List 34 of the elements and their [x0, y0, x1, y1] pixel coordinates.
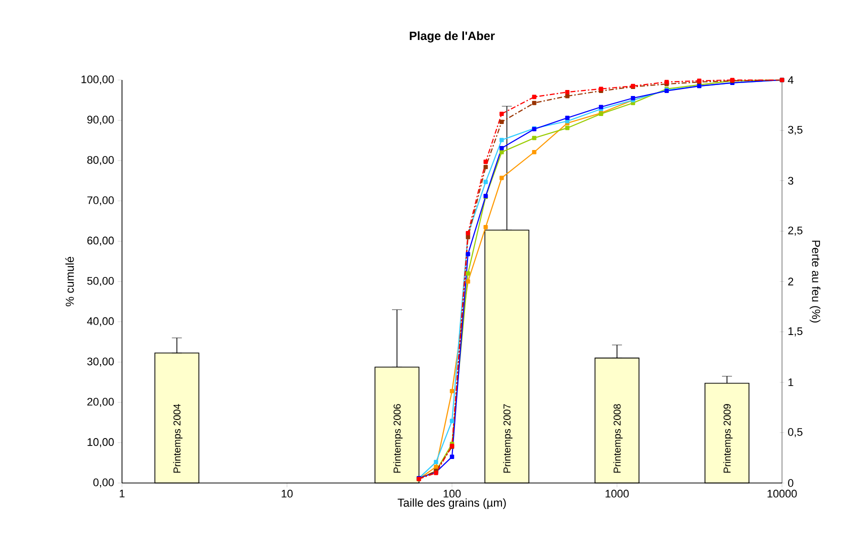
y-tick-label: 0,00: [93, 478, 114, 488]
y2-tick-label: 0: [788, 479, 794, 487]
x-tick-label: 10000: [768, 490, 797, 498]
y2-tick-label: 4: [788, 76, 794, 84]
y-tick-label: 50,00: [87, 276, 114, 286]
annotation: Printemps 2007: [503, 404, 512, 473]
y2-tick-label: 3,5: [788, 126, 802, 135]
y2-tick-label: 1,5: [788, 327, 802, 336]
x-tick-label: 100: [444, 490, 461, 498]
y-tick-label: 90,00: [87, 116, 114, 125]
y-tick-label: 60,00: [87, 236, 114, 246]
y-tick-label: 100,00: [82, 75, 114, 85]
chart-title: Plage de l'Aber: [410, 31, 495, 42]
y-tick-label: 30,00: [87, 358, 114, 367]
x-tick-label: 1000: [606, 490, 629, 498]
y-tick-label: 70,00: [87, 196, 114, 206]
y-tick-label: 40,00: [87, 317, 114, 326]
y-axis-title: % cumulé: [65, 256, 74, 306]
annotation: Printemps 2004: [173, 404, 182, 473]
annotation: Printemps 2006: [393, 404, 403, 473]
y2-axis-title: Perte au feu (%): [810, 240, 820, 322]
y-tick-label: 10,00: [88, 438, 114, 448]
y2-tick-label: 0,5: [788, 428, 802, 438]
y-tick-label: 80,00: [87, 156, 114, 166]
y2-tick-label: 1: [788, 378, 794, 386]
x-axis-title: Taille des grains (µm): [398, 498, 506, 510]
x-tick-label: 10: [282, 490, 293, 498]
y2-tick-label: 2: [788, 278, 794, 286]
annotation: Printemps 2009: [723, 404, 733, 473]
y2-tick-label: 2,5: [788, 226, 802, 236]
x-tick-label: 1: [120, 490, 125, 498]
annotation: Printemps 2008: [613, 404, 623, 473]
y2-tick-label: 3: [788, 176, 794, 185]
y-tick-label: 20,00: [87, 398, 114, 407]
